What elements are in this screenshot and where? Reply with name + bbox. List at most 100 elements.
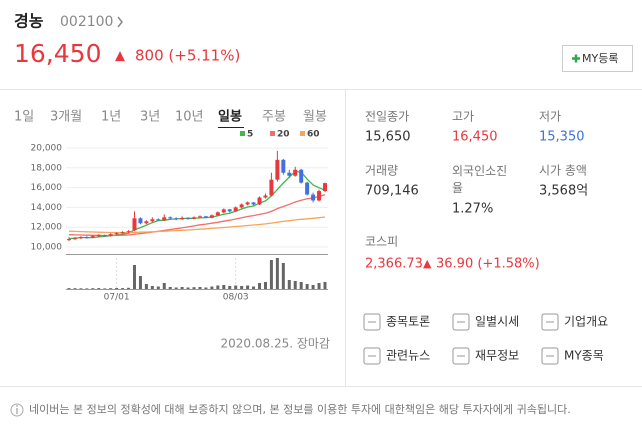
volume-bar	[269, 260, 273, 289]
volume-bar	[192, 287, 196, 289]
index-arrow: ▲	[423, 257, 432, 270]
ma-line	[68, 216, 326, 234]
volume-bar	[138, 276, 142, 289]
link-icon	[363, 347, 381, 365]
y-tick-label: 16,000	[31, 183, 63, 193]
x-tick-label: 08/03	[223, 293, 249, 303]
candle-body	[323, 183, 327, 192]
candle-body	[180, 217, 185, 220]
volume-bar	[263, 282, 267, 289]
candle-body	[239, 204, 244, 208]
info-icon	[10, 403, 24, 417]
legend-label: 60	[307, 130, 320, 140]
candle-body	[293, 169, 298, 176]
price: 16,450	[14, 39, 101, 68]
candle-body	[144, 221, 149, 224]
index-value: 2,366.73	[365, 257, 423, 272]
y-tick-label: 20,000	[31, 143, 63, 153]
period-tab[interactable]: 3년	[140, 110, 160, 125]
candle-body	[168, 217, 173, 219]
volume-bar	[180, 287, 184, 289]
candle-body	[108, 234, 113, 236]
volume-bar	[258, 283, 262, 289]
candle-body	[233, 207, 238, 212]
volume-bar	[228, 286, 232, 289]
period-tab[interactable]: 월봉	[303, 110, 327, 125]
info-icon	[16, 405, 18, 407]
volume-bar	[132, 265, 136, 289]
volume-bar	[67, 288, 71, 289]
candle-body	[221, 209, 226, 213]
volume-bar	[121, 288, 125, 289]
volume-bar	[210, 286, 214, 289]
stat-label: 거래량	[365, 164, 398, 178]
period-tab[interactable]: 1일	[14, 110, 34, 125]
candle-body	[209, 215, 214, 218]
candle-body	[311, 194, 316, 201]
candle-body	[102, 235, 107, 237]
candle-body	[287, 172, 292, 176]
volume-bar	[275, 258, 279, 289]
legend-swatch	[270, 131, 275, 136]
stat-value: 16,450	[452, 130, 498, 145]
volume-bar	[287, 280, 291, 289]
volume-bar	[79, 288, 83, 289]
volume-bar	[85, 288, 89, 289]
candle-body	[156, 219, 161, 221]
volume-bar	[216, 285, 220, 289]
legend-swatch	[300, 131, 305, 136]
legend-swatch	[240, 131, 245, 136]
legend-label: 20	[277, 130, 290, 140]
candle-body	[162, 217, 167, 221]
stat-value: 15,650	[365, 130, 411, 145]
candle-body	[72, 238, 77, 240]
volume-bar	[115, 288, 119, 289]
period-tab[interactable]: 3개월	[50, 110, 82, 125]
stat-value: 709,146	[365, 184, 419, 199]
link-label[interactable]: 재무정보	[475, 349, 519, 363]
stat-value: 1.27%	[452, 202, 493, 217]
date-note: 2020.08.25. 장마감	[221, 337, 330, 351]
candle-body	[96, 235, 101, 237]
period-tab[interactable]: 일봉	[218, 110, 242, 125]
candle-body	[317, 191, 322, 201]
stat-label: 저가	[539, 110, 561, 124]
volume-bar	[305, 284, 309, 289]
volume-bar	[150, 286, 154, 289]
candle-body	[132, 218, 137, 231]
index-label: 코스피	[365, 235, 398, 249]
volume-bar	[204, 287, 208, 289]
period-tab[interactable]: 1년	[101, 110, 121, 125]
link-label[interactable]: 종목토론	[386, 315, 430, 329]
link-label[interactable]: 기업개요	[564, 315, 608, 329]
stat-label: 외국인소진 율	[452, 164, 507, 195]
period-tab[interactable]: 10년	[175, 110, 204, 125]
volume-bar	[222, 285, 226, 289]
candle-body	[84, 237, 89, 239]
link-label[interactable]: 일별시세	[475, 315, 519, 329]
candle-body	[203, 216, 208, 218]
stock-name[interactable]: 경농	[14, 12, 44, 31]
volume-bar	[91, 288, 95, 289]
candle-body	[227, 209, 232, 212]
stock-code: 002100	[60, 14, 113, 30]
candle-body	[114, 233, 119, 235]
candle-body	[275, 159, 280, 180]
volume-bar	[234, 285, 238, 289]
candle-body	[251, 202, 256, 205]
link-label[interactable]: MY종목	[564, 349, 604, 363]
link-label[interactable]: 관련뉴스	[386, 349, 430, 363]
volume-bar	[103, 288, 107, 289]
legend-label: 5	[247, 130, 253, 140]
candle-body	[126, 231, 131, 233]
volume-bar	[109, 288, 113, 289]
candle-body	[299, 169, 304, 183]
candle-body	[150, 219, 155, 222]
period-tab[interactable]: 주봉	[262, 110, 286, 125]
stat-value: 3,568억	[539, 184, 588, 199]
change: 800 (+5.11%)	[135, 47, 240, 65]
my-button-label[interactable]: MY등록	[582, 52, 618, 65]
